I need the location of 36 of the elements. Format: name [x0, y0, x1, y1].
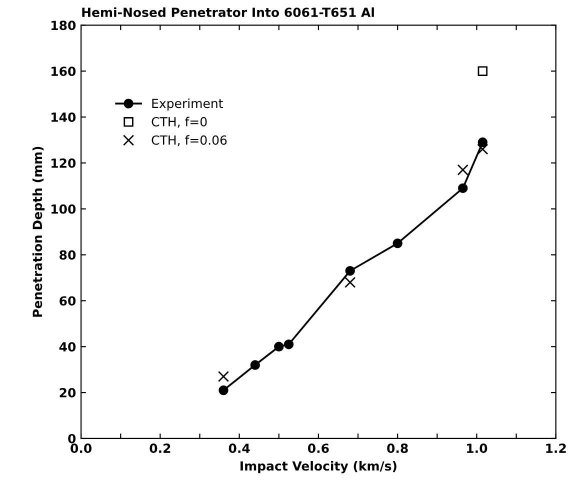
legend-label: CTH, f=0: [152, 116, 207, 128]
point: [345, 266, 355, 276]
point: [284, 339, 294, 350]
point: [478, 66, 488, 76]
chart-title: Hemi-Nosed Penetrator Into 6061-T651 Al: [82, 7, 374, 18]
y-tick-label: 40: [59, 342, 76, 352]
point: [344, 276, 356, 288]
y-tick-label: 80: [60, 250, 76, 260]
x-axis-title: Impact Velocity (km/s): [240, 460, 396, 474]
y-tick-label: 60: [60, 296, 76, 306]
y-tick-label: 100: [52, 204, 76, 214]
y-axis-title: Penetration Depth (mm): [32, 146, 45, 317]
x-tick-label: 0.0: [70, 444, 92, 454]
point: [458, 183, 468, 194]
x-tick-label: 0.2: [150, 444, 170, 454]
point: [218, 385, 228, 396]
legend-label: CTH, f=0.06: [152, 135, 227, 146]
x-tick-label: 1.2: [546, 444, 566, 453]
point: [218, 370, 230, 382]
x-tick-label: 0.6: [308, 444, 329, 454]
point: [274, 342, 284, 352]
y-tick-label: 180: [52, 20, 76, 30]
point: [392, 238, 402, 248]
y-tick-label: 160: [52, 66, 76, 76]
legend-label: Experiment: [152, 98, 223, 111]
y-tick-label: 120: [52, 158, 76, 168]
x-tick-label: 1.0: [467, 444, 488, 454]
y-tick-label: 0: [68, 434, 76, 444]
point: [250, 360, 260, 370]
y-tick-label: 20: [60, 388, 76, 398]
x-tick-label: 0.4: [228, 444, 250, 454]
point: [477, 144, 488, 155]
point: [457, 164, 468, 176]
x-tick-label: 0.8: [387, 444, 408, 454]
y-tick-label: 140: [52, 112, 76, 122]
point: [478, 137, 488, 148]
